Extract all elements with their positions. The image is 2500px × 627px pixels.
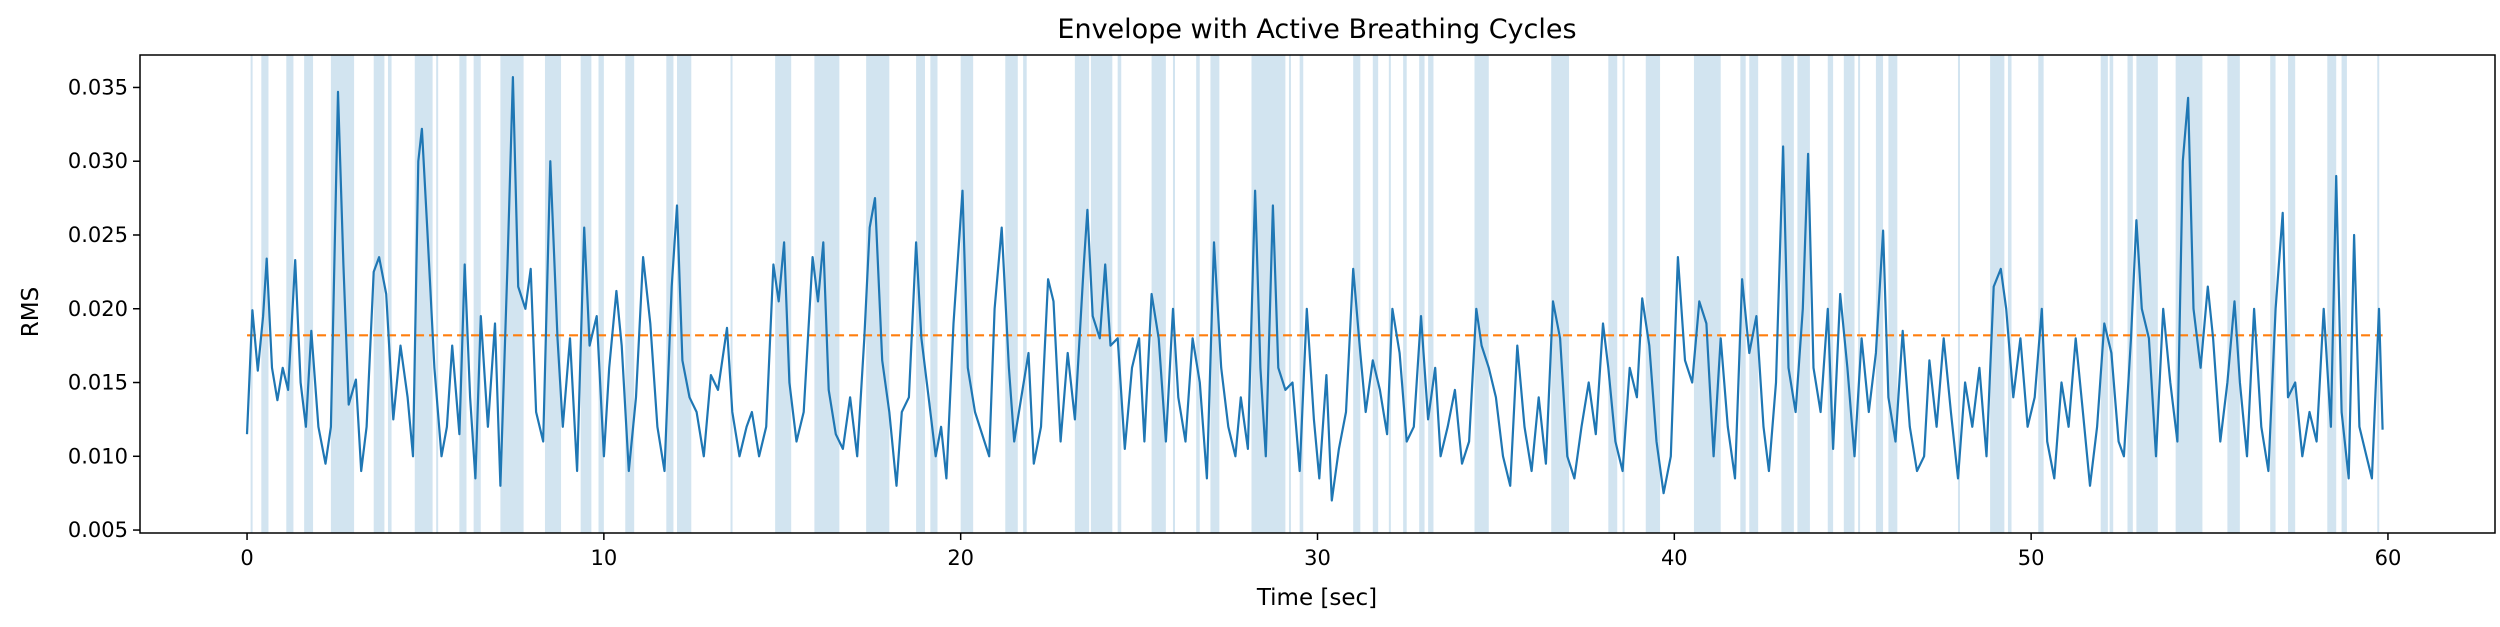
active-span-46 xyxy=(1608,55,1618,533)
active-span-28 xyxy=(1090,55,1113,533)
active-span-37 xyxy=(1299,55,1304,533)
active-span-31 xyxy=(1172,55,1175,533)
active-span-72 xyxy=(2341,55,2347,533)
active-span-36 xyxy=(1288,55,1291,533)
active-span-15 xyxy=(625,55,635,533)
x-axis-title: Time [sec] xyxy=(1256,585,1377,611)
y-axis-title: RMS xyxy=(18,287,44,337)
active-span-71 xyxy=(2327,55,2337,533)
active-span-2 xyxy=(286,55,294,533)
active-span-61 xyxy=(2007,55,2012,533)
active-span-14 xyxy=(598,55,604,533)
active-span-44 xyxy=(1474,55,1489,533)
active-span-54 xyxy=(1827,55,1834,533)
x-tick-label-2: 20 xyxy=(947,546,974,570)
active-span-56 xyxy=(1858,55,1861,533)
x-tick-label-0: 0 xyxy=(240,546,253,570)
active-span-55 xyxy=(1843,55,1855,533)
chart-title: Envelope with Active Breathing Cycles xyxy=(1057,14,1576,45)
active-span-23 xyxy=(930,55,938,533)
active-span-7 xyxy=(414,55,433,533)
y-tick-label-4: 0.025 xyxy=(68,223,128,247)
y-tick-label-6: 0.035 xyxy=(68,75,128,99)
active-spans-layer xyxy=(250,55,2380,533)
active-span-33 xyxy=(1210,55,1220,533)
active-span-58 xyxy=(1888,55,1898,533)
active-span-3 xyxy=(304,55,314,533)
active-span-22 xyxy=(916,55,925,533)
y-tick-label-1: 0.010 xyxy=(68,444,128,468)
active-span-35 xyxy=(1263,55,1286,533)
active-span-21 xyxy=(866,55,890,533)
active-span-49 xyxy=(1693,55,1721,533)
active-span-47 xyxy=(1622,55,1625,533)
axes-layer: 0 10 20 30 40 50 60 0.005 0.010 0.015 0.020 0.025 0.… xyxy=(68,54,2496,570)
active-span-63 xyxy=(2100,55,2108,533)
active-span-73 xyxy=(2377,55,2380,533)
active-span-40 xyxy=(1388,55,1391,533)
active-span-6 xyxy=(387,55,392,533)
active-span-25 xyxy=(1005,55,1018,533)
active-span-70 xyxy=(2288,55,2296,533)
active-span-8 xyxy=(436,55,439,533)
active-span-30 xyxy=(1151,55,1166,533)
active-span-65 xyxy=(2127,55,2133,533)
active-span-13 xyxy=(580,55,592,533)
x-tick-label-6: 60 xyxy=(2375,546,2402,570)
x-tick-label-5: 50 xyxy=(2018,546,2045,570)
active-span-64 xyxy=(2109,55,2114,533)
y-tick-label-0: 0.005 xyxy=(68,518,128,542)
active-span-39 xyxy=(1372,55,1379,533)
active-span-26 xyxy=(1023,55,1027,533)
y-tick-label-3: 0.020 xyxy=(68,297,128,321)
active-span-11 xyxy=(500,55,524,533)
active-span-69 xyxy=(2270,55,2276,533)
active-span-29 xyxy=(1117,55,1122,533)
active-span-24 xyxy=(960,55,974,533)
active-span-42 xyxy=(1419,55,1425,533)
x-tick-label-4: 40 xyxy=(1661,546,1688,570)
active-span-62 xyxy=(2038,55,2044,533)
active-span-0 xyxy=(250,55,253,533)
y-tick-label-2: 0.015 xyxy=(68,371,128,395)
active-span-59 xyxy=(1957,55,1960,533)
active-span-10 xyxy=(473,55,481,533)
active-span-45 xyxy=(1551,55,1570,533)
active-span-41 xyxy=(1403,55,1407,533)
active-span-19 xyxy=(775,55,792,533)
active-span-5 xyxy=(373,55,385,533)
x-tick-label-1: 10 xyxy=(590,546,617,570)
active-span-60 xyxy=(1990,55,2005,533)
active-span-18 xyxy=(730,55,733,533)
active-span-68 xyxy=(2227,55,2240,533)
active-span-38 xyxy=(1353,55,1361,533)
series-layer xyxy=(245,75,2384,502)
y-tick-label-5: 0.030 xyxy=(68,149,128,173)
active-span-32 xyxy=(1196,55,1200,533)
active-span-16 xyxy=(666,55,674,533)
active-span-48 xyxy=(1645,55,1661,533)
active-span-51 xyxy=(1749,55,1759,533)
active-span-17 xyxy=(677,55,692,533)
envelope-line xyxy=(245,75,2384,502)
active-span-66 xyxy=(2136,55,2158,533)
x-tick-label-3: 30 xyxy=(1304,546,1331,570)
active-span-43 xyxy=(1428,55,1434,533)
